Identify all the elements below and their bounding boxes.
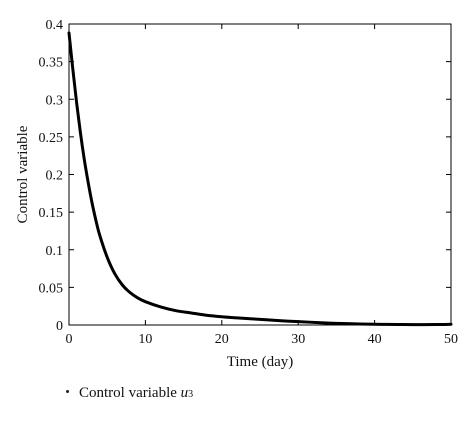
y-tick-label: 0.35 xyxy=(39,56,64,71)
y-tick-label: 0.3 xyxy=(46,93,64,108)
y-tick-label: 0.15 xyxy=(39,206,64,221)
y-tick-label: 0.2 xyxy=(46,169,64,184)
series-line-u3 xyxy=(67,31,453,327)
x-axis-label: Time (day) xyxy=(227,354,294,370)
x-tick-label: 10 xyxy=(138,332,152,347)
legend-subscript: 3 xyxy=(188,389,194,400)
plot-frame xyxy=(68,23,452,326)
y-tick-label: 0.25 xyxy=(39,131,64,146)
y-tick-label: 0.05 xyxy=(39,281,64,296)
legend-marker xyxy=(66,390,69,393)
legend-label: Control variable xyxy=(79,385,177,401)
ticks-layer: 0 10 20 30 40 50 0 0.05 0.1 0.15 0.2 0.25 0.3 0.35 0.4 xyxy=(39,18,459,347)
legend-variable: u xyxy=(180,385,189,401)
x-tick-label: 40 xyxy=(368,332,382,347)
y-tick-label: 0 xyxy=(56,319,63,334)
x-tick-label: 30 xyxy=(291,332,305,347)
y-tick-label: 0.4 xyxy=(46,18,64,33)
series-layer xyxy=(67,31,453,327)
y-tick-label: 0.1 xyxy=(46,244,64,259)
x-tick-label: 0 xyxy=(66,332,73,347)
y-axis-label: Control variable xyxy=(15,125,31,223)
x-tick-label: 50 xyxy=(444,332,458,347)
x-tick-label: 20 xyxy=(215,332,229,347)
